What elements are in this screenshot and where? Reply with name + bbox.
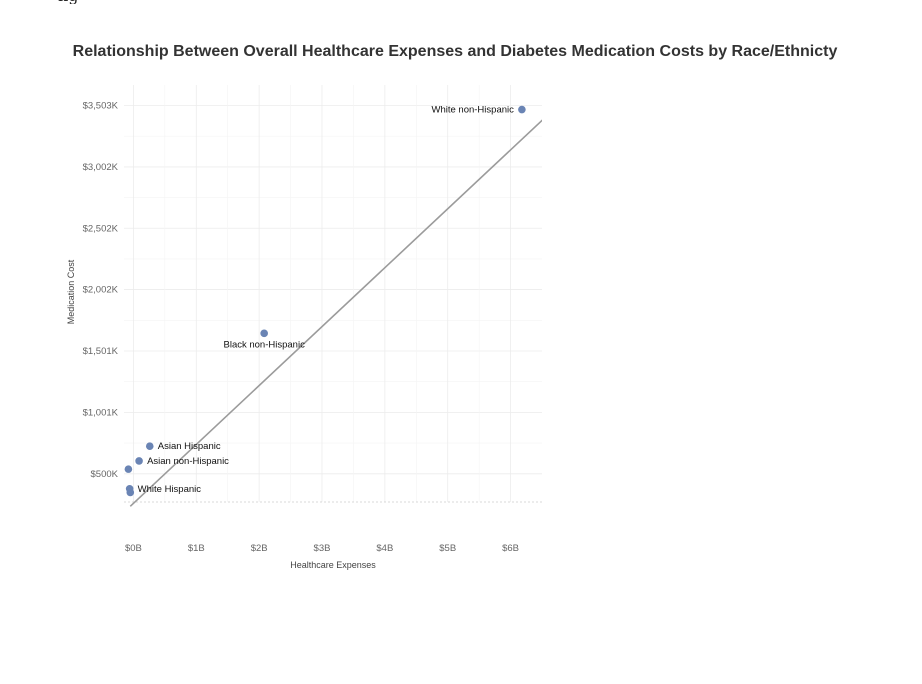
y-tick-label: $1,001K (83, 407, 119, 418)
data-point (124, 465, 133, 473)
point-label: Black non-Hispanic (224, 339, 306, 350)
axis-ticks: $500K $1,001K $1,501K $2,002K $2,502K $3,002K… (83, 100, 519, 554)
top-fragment-text: ng (58, 0, 79, 4)
x-tick-label: $4B (376, 543, 393, 554)
top-fragment: ng (58, 0, 128, 4)
data-point (260, 329, 268, 338)
data-point (518, 105, 526, 114)
y-axis-label: Medication Cost (66, 259, 76, 324)
data-point (135, 457, 143, 465)
y-tick-label: $2,502K (83, 223, 119, 234)
y-tick-label: $1,501K (83, 346, 119, 357)
x-tick-label: $3B (314, 543, 331, 554)
trend-line (129, 119, 542, 507)
point-label: White non-Hispanic (432, 105, 515, 116)
x-tick-label: $2B (251, 543, 268, 554)
x-axis-label: Healthcare Expenses (290, 560, 376, 570)
point-labels: White non-Hispanic Black non-Hispanic Asia… (138, 105, 514, 495)
grid (124, 85, 542, 502)
y-tick-label: $3,503K (83, 100, 119, 111)
point-label: White Hispanic (138, 484, 202, 495)
point-label: Asian non-Hispanic (147, 456, 229, 467)
data-point (145, 442, 154, 450)
x-tick-label: $1B (188, 543, 205, 554)
x-tick-label: $5B (439, 543, 456, 554)
y-tick-label: $500K (91, 469, 119, 480)
y-tick-label: $3,002K (83, 162, 119, 173)
x-tick-label: $0B (125, 543, 142, 554)
data-point (126, 488, 135, 497)
chart-title: Relationship Between Overall Healthcare … (73, 43, 838, 60)
x-tick-label: $6B (502, 543, 519, 554)
point-label: Asian Hispanic (158, 441, 221, 452)
data-points (124, 105, 526, 497)
y-tick-label: $2,002K (83, 285, 119, 296)
